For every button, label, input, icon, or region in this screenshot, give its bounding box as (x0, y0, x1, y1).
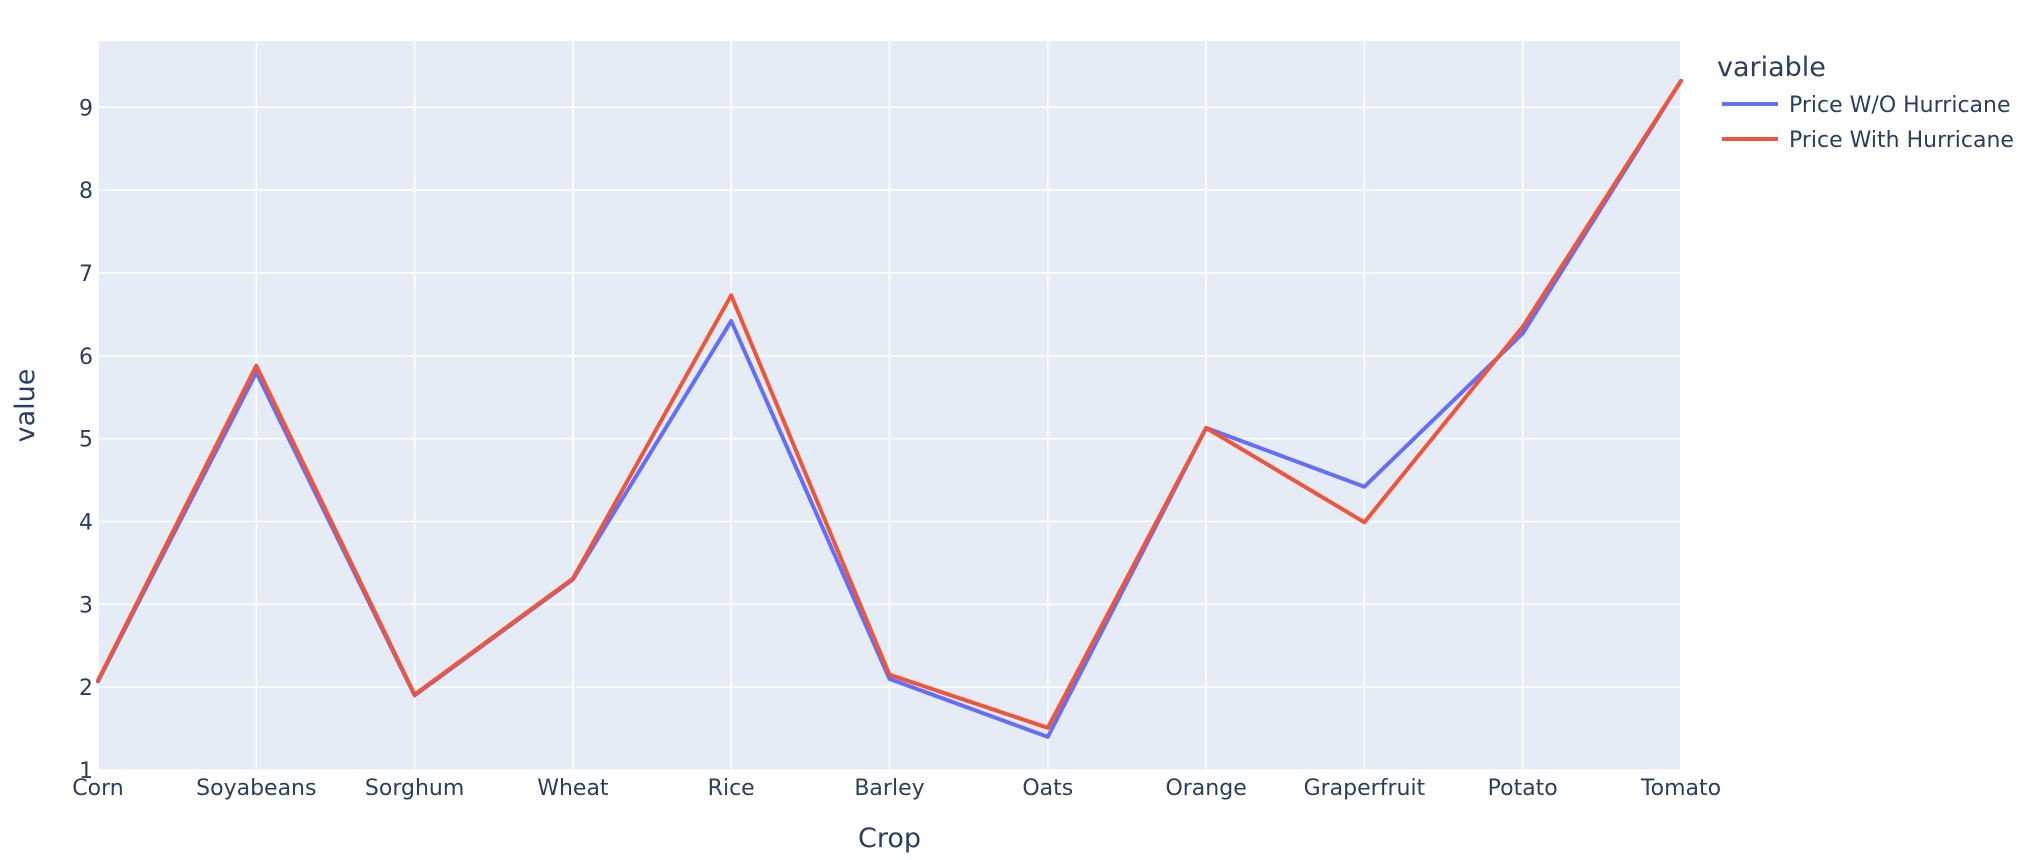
series-line (96, 78, 1683, 730)
y-tick-label: 8 (79, 179, 93, 204)
y-tick-label: 2 (79, 676, 93, 701)
x-tick-label: Wheat (537, 776, 609, 801)
y-tick-label: 4 (79, 510, 93, 535)
gridlines (97, 41, 1682, 771)
x-tick-label: Graperfruit (1304, 776, 1426, 801)
x-axis-ticks: Corn Soyabeans Sorghum Wheat Rice Barley Oats O… (72, 776, 1721, 801)
x-tick-label: Sorghum (365, 776, 464, 801)
y-tick-label: 9 (79, 96, 93, 121)
legend-label: Price W/O Hurricane (1789, 93, 2011, 118)
legend-item[interactable]: Price With Hurricane (1722, 128, 2014, 153)
x-tick-label: Orange (1165, 776, 1246, 801)
legend-item[interactable]: Price W/O Hurricane (1722, 93, 2011, 118)
x-tick-label: Soyabeans (196, 776, 316, 801)
legend-title: variable (1717, 52, 1826, 83)
series-lines (96, 78, 1683, 739)
x-tick-label: Tomato (1640, 776, 1721, 801)
legend-label: Price With Hurricane (1789, 128, 2014, 153)
x-tick-label: Potato (1488, 776, 1558, 801)
x-tick-label: Oats (1022, 776, 1073, 801)
y-tick-label: 3 (79, 593, 93, 618)
y-tick-label: 6 (79, 345, 93, 370)
y-axis-ticks: 1 2 3 4 5 6 7 8 9 (79, 96, 93, 784)
legend: variable Price W/O Hurricane Price With H… (1717, 52, 2014, 153)
y-axis-title: value (10, 369, 41, 443)
y-tick-label: 7 (79, 262, 93, 287)
y-tick-label: 5 (79, 428, 93, 453)
x-axis-title: Crop (858, 823, 921, 854)
y-tick-label: 1 (79, 759, 93, 784)
x-tick-label: Rice (708, 776, 755, 801)
x-tick-label: Corn (72, 776, 123, 801)
x-tick-label: Barley (854, 776, 924, 801)
